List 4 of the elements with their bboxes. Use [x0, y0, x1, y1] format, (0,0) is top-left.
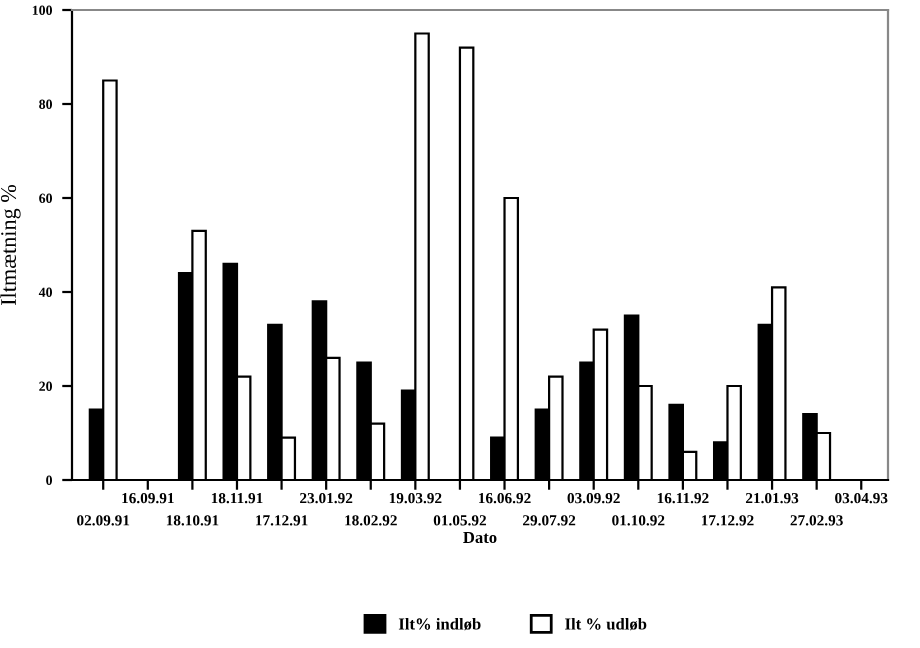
y-axis-title: Iltmætning %: [0, 184, 21, 305]
legend-label: Ilt % udløb: [565, 617, 647, 631]
x-axis-title: Dato: [463, 532, 497, 544]
legend-label: Ilt% indløb: [398, 617, 481, 631]
